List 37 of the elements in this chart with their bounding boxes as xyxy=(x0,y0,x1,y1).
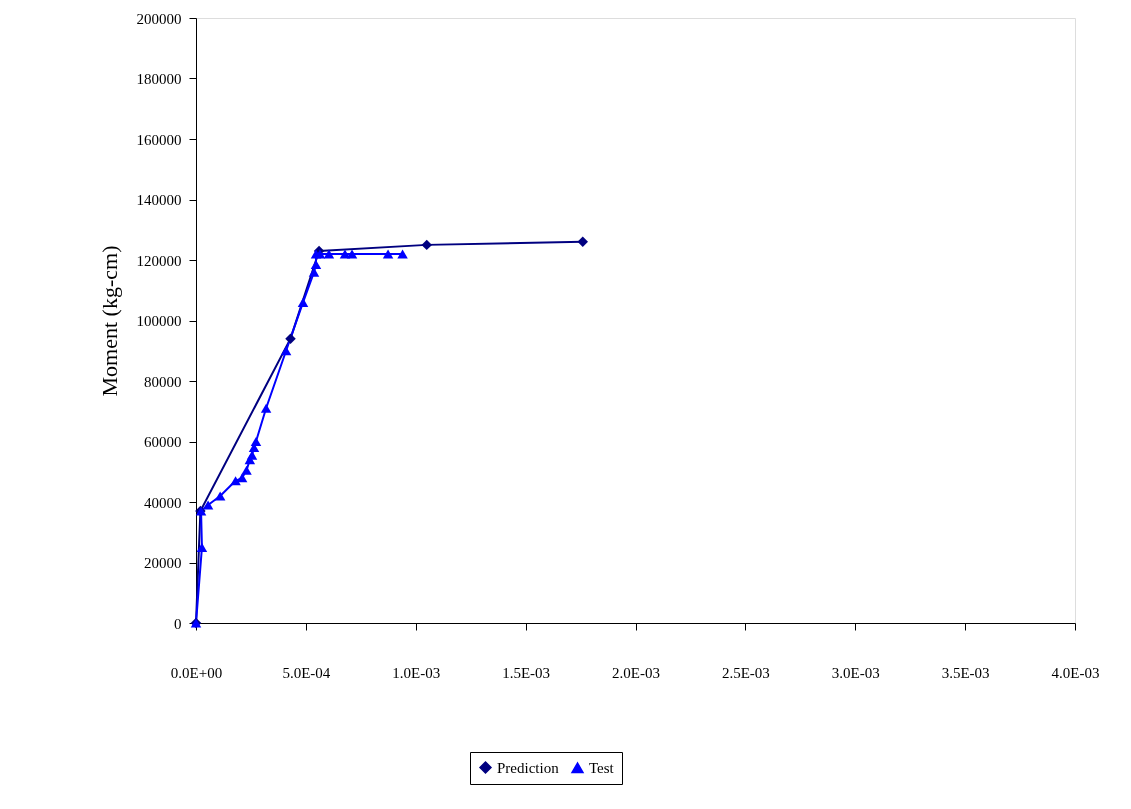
point xyxy=(421,239,432,251)
x-tick-label: 2.5E-03 xyxy=(721,664,770,681)
y-tick-label: 140000 xyxy=(136,192,182,208)
x-tick-label: 3.0E-03 xyxy=(831,664,880,681)
x-tick-label: 5.0E-04 xyxy=(282,664,331,681)
y-axis-title: Moment (kg-cm) xyxy=(96,245,122,397)
legend-label: Prediction xyxy=(497,759,560,776)
point xyxy=(241,465,252,475)
point xyxy=(214,491,226,501)
y-tick-label: 200000 xyxy=(136,10,182,27)
point xyxy=(577,236,588,248)
y-tick-label: 160000 xyxy=(136,131,182,148)
x-tick-label: 0.0E+00 xyxy=(170,664,223,681)
x-tick-label: 4.0E-03 xyxy=(1051,664,1100,681)
point xyxy=(202,500,214,510)
point xyxy=(346,249,358,259)
point xyxy=(323,249,335,259)
y-tick-label: 0 xyxy=(174,615,182,632)
x-tick-label: 3.5E-03 xyxy=(941,664,990,681)
point xyxy=(260,403,272,413)
x-tick-label: 1.0E-03 xyxy=(392,664,441,681)
point xyxy=(196,542,208,552)
y-tick-label: 40000 xyxy=(144,494,182,511)
point xyxy=(280,346,292,356)
point xyxy=(285,333,296,344)
point xyxy=(382,249,394,259)
y-tick-label: 120000 xyxy=(136,252,182,269)
y-tick-label: 180000 xyxy=(136,71,182,87)
legend-label: Test xyxy=(589,759,615,776)
point xyxy=(297,297,309,307)
y-tick-label: 100000 xyxy=(136,313,182,329)
y-tick-label: 60000 xyxy=(144,434,182,450)
y-tick-label: 20000 xyxy=(144,555,182,571)
y-tick-label: 80000 xyxy=(144,373,182,390)
x-tick-label: 2.0E-03 xyxy=(612,664,660,681)
point xyxy=(250,436,262,447)
x-tick-label: 1.5E-03 xyxy=(502,664,551,681)
